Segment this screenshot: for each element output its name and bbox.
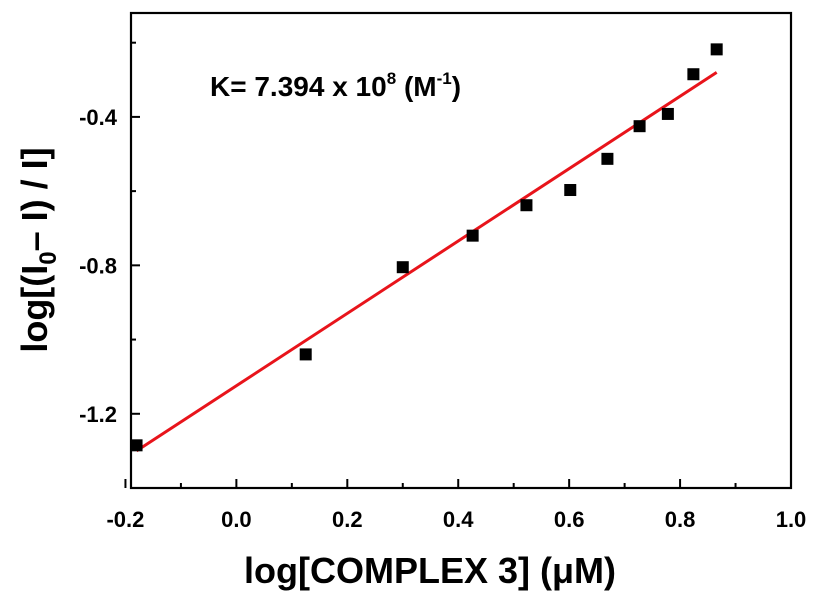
- plot-frame: [129, 11, 793, 490]
- data-point: [601, 152, 614, 165]
- x-tick-label: 0.2: [332, 507, 363, 532]
- x-tick-label: -0.2: [106, 507, 144, 532]
- data-point: [520, 199, 533, 212]
- data-point: [710, 43, 723, 56]
- data-point: [466, 229, 479, 242]
- data-point: [130, 439, 143, 452]
- data-point: [661, 107, 674, 120]
- fit-line: [135, 71, 718, 453]
- x-axis-ticks: -0.2 0.0 0.2 0.4 0.6 0.8 1.0: [106, 479, 806, 532]
- y-axis-ticks: -1.2 -0.8 -0.4: [79, 41, 140, 489]
- x-axis-title: log[COMPLEX 3] (μM): [244, 550, 616, 591]
- y-axis-title: log[(I0– I) / I]: [14, 147, 62, 352]
- x-tick-label: 0.6: [554, 507, 585, 532]
- y-tick-label: -1.2: [79, 402, 117, 427]
- data-point: [687, 68, 700, 81]
- y-tick-label: -0.8: [79, 253, 117, 278]
- data-point: [564, 184, 577, 197]
- y-tick-label: -0.4: [79, 105, 118, 130]
- fit-line-layer: [135, 71, 718, 453]
- data-points: [130, 43, 723, 452]
- annotation-binding-constant: K= 7.394 x 108 (M-1): [210, 69, 461, 102]
- x-tick-label: 1.0: [776, 507, 807, 532]
- x-tick-label: 0.0: [221, 507, 252, 532]
- data-point: [633, 120, 646, 133]
- data-point: [299, 348, 312, 361]
- x-tick-label: 0.8: [665, 507, 696, 532]
- data-point: [396, 261, 409, 274]
- x-tick-label: 0.4: [443, 507, 474, 532]
